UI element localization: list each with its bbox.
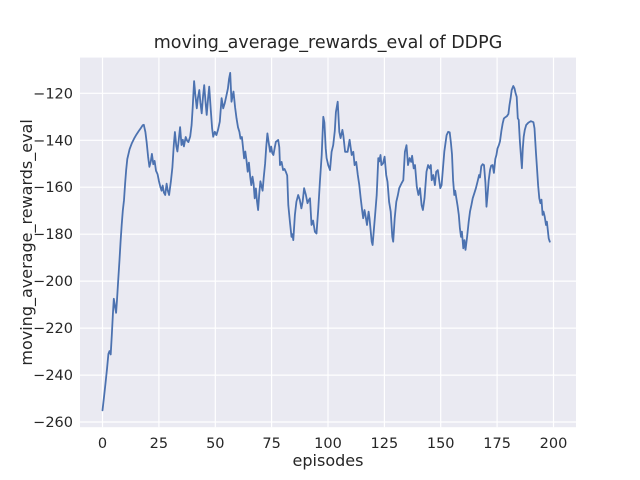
x-tick-label: 75 — [262, 436, 280, 452]
y-tick-label: −240 — [33, 368, 73, 384]
x-tick-label: 150 — [427, 436, 455, 452]
x-tick-label: 100 — [314, 436, 342, 452]
x-tick-label: 125 — [371, 436, 399, 452]
x-tick-label: 25 — [150, 436, 168, 452]
y-tick-label: −180 — [33, 227, 73, 243]
x-tick-label: 0 — [98, 436, 107, 452]
x-tick-labels: 0 25 50 75 100 125 150 175 200 — [98, 436, 567, 452]
reward-line-series — [101, 72, 551, 412]
x-tick-label: 50 — [206, 436, 224, 452]
y-tick-label: −220 — [33, 321, 73, 337]
y-tick-label: −120 — [33, 86, 73, 102]
grid-lines — [80, 57, 576, 428]
y-tick-labels: −260 −240 −220 −200 −180 −160 −140 −120 — [33, 86, 73, 431]
y-axis-label: moving_average_rewards_eval — [17, 119, 37, 365]
y-tick-label: −160 — [33, 180, 73, 196]
y-tick-label: −140 — [33, 133, 73, 149]
chart-title: moving_average_rewards_eval of DDPG — [154, 33, 503, 53]
x-tick-label: 175 — [483, 436, 511, 452]
y-tick-label: −200 — [33, 274, 73, 290]
y-tick-label: −260 — [33, 415, 73, 431]
x-tick-label: 200 — [540, 436, 568, 452]
x-axis-label: episodes — [293, 451, 364, 470]
